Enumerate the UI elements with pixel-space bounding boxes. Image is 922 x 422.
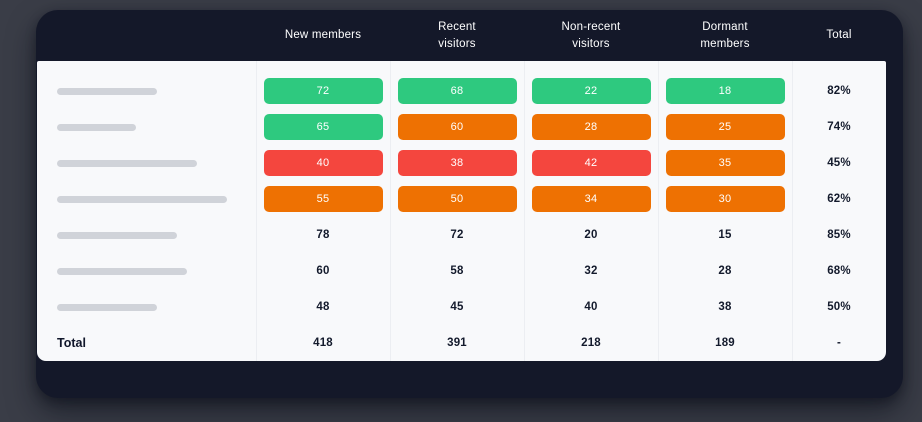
- heat-cell[interactable]: 55: [263, 186, 383, 212]
- total-value-cell: 418: [313, 337, 333, 349]
- column-divider: [792, 61, 793, 361]
- heat-cell[interactable]: 50: [397, 186, 517, 212]
- value-cell: 48: [316, 301, 330, 313]
- column-divider: [658, 61, 659, 361]
- column-divider: [390, 61, 391, 361]
- heat-cell[interactable]: 18: [665, 78, 785, 104]
- total-value-cell: 391: [447, 337, 467, 349]
- value-cell: 78: [316, 229, 330, 241]
- row-total-percent: 50%: [827, 301, 851, 313]
- column-header-total: Total: [826, 29, 852, 42]
- table-row: 40 38 42 35 45%: [37, 145, 886, 181]
- table-row: 72 68 22 18 82%: [37, 73, 886, 109]
- column-divider: [524, 61, 525, 361]
- heat-cell[interactable]: 38: [397, 150, 517, 176]
- row-label-skeleton: [57, 195, 227, 203]
- column-header-dormant-members: Dormant members: [700, 21, 750, 50]
- table-row: 55 50 34 30 62%: [37, 181, 886, 217]
- heat-cell[interactable]: 72: [263, 78, 383, 104]
- heat-cell[interactable]: 60: [397, 114, 517, 140]
- heat-cell[interactable]: 34: [531, 186, 651, 212]
- value-cell: 58: [450, 265, 464, 277]
- value-cell: 28: [718, 265, 732, 277]
- row-label-skeleton: [57, 123, 136, 131]
- value-cell: 72: [450, 229, 464, 241]
- row-total-percent: 74%: [827, 121, 851, 133]
- value-cell: 32: [584, 265, 598, 277]
- column-header-recent-visitors: Recent visitors: [438, 21, 476, 50]
- total-value-cell: 189: [715, 337, 735, 349]
- row-total-percent: 68%: [827, 265, 851, 277]
- heat-cell[interactable]: 42: [531, 150, 651, 176]
- total-value-cell: 218: [581, 337, 601, 349]
- column-header-new-members: New members: [284, 29, 362, 42]
- heat-cell[interactable]: 68: [397, 78, 517, 104]
- row-label-skeleton: [57, 87, 157, 95]
- engagement-report-card: New members Recent visitors Non-recent v…: [36, 10, 903, 398]
- row-total-percent: 85%: [827, 229, 851, 241]
- total-row-label: Total: [57, 336, 86, 350]
- row-total-percent: 45%: [827, 157, 851, 169]
- value-cell: 40: [584, 301, 598, 313]
- total-row-percent: -: [836, 337, 842, 349]
- table-row: 48 45 40 38 50%: [37, 289, 886, 325]
- row-label-skeleton: [57, 231, 177, 239]
- value-cell: 15: [718, 229, 732, 241]
- heat-cell[interactable]: 28: [531, 114, 651, 140]
- value-cell: 38: [718, 301, 732, 313]
- table-header: New members Recent visitors Non-recent v…: [36, 10, 903, 61]
- table-total-row: Total 418 391 218 189 -: [37, 325, 886, 361]
- heat-cell[interactable]: 35: [665, 150, 785, 176]
- column-header-non-recent-visitors: Non-recent visitors: [561, 21, 621, 50]
- heat-cell[interactable]: 25: [665, 114, 785, 140]
- row-total-percent: 82%: [827, 85, 851, 97]
- row-label-skeleton: [57, 267, 187, 275]
- heat-cell[interactable]: 30: [665, 186, 785, 212]
- row-label-skeleton: [57, 303, 157, 311]
- table-row: 60 58 32 28 68%: [37, 253, 886, 289]
- table-row: 78 72 20 15 85%: [37, 217, 886, 253]
- heat-cell[interactable]: 22: [531, 78, 651, 104]
- value-cell: 20: [584, 229, 598, 241]
- heat-cell[interactable]: 65: [263, 114, 383, 140]
- column-divider: [256, 61, 257, 361]
- table-body: 72 68 22 18 82% 65 60 28 25 74% 40 38 42…: [37, 61, 886, 361]
- row-total-percent: 62%: [827, 193, 851, 205]
- table-row: 65 60 28 25 74%: [37, 109, 886, 145]
- value-cell: 60: [316, 265, 330, 277]
- row-label-skeleton: [57, 159, 197, 167]
- value-cell: 45: [450, 301, 464, 313]
- heat-cell[interactable]: 40: [263, 150, 383, 176]
